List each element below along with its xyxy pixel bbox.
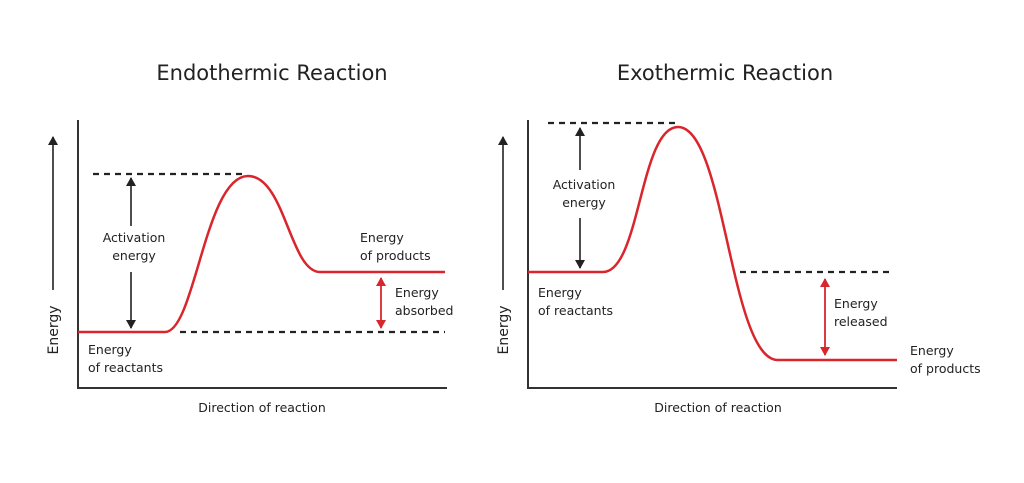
label: of products [360,248,431,263]
y-axis-label: Energy [46,305,62,354]
energy-curve [528,125,897,362]
energy-curve [78,174,445,334]
label: of reactants [88,360,163,375]
label: absorbed [395,303,453,318]
label: Activation [553,177,616,192]
endothermic-diagram: Endothermic Reaction Energy Direction of… [46,61,453,415]
label: Energy [834,296,878,311]
exothermic-diagram: Exothermic Reaction Energy Direction of … [496,61,981,415]
x-axis-label: Direction of reaction [654,400,782,415]
y-axis-label: Energy [496,305,512,354]
axes [527,120,897,389]
title: Exothermic Reaction [617,61,833,85]
label: Energy [88,342,132,357]
label: Energy [910,343,954,358]
axes [77,120,447,389]
label: Energy [538,285,582,300]
label: released [834,314,888,329]
label: Energy [360,230,404,245]
label: of products [910,361,981,376]
x-axis-label: Direction of reaction [198,400,326,415]
label: Energy [395,285,439,300]
label: of reactants [538,303,613,318]
label: Activation [103,230,166,245]
label: energy [562,195,606,210]
title: Endothermic Reaction [156,61,387,85]
label: energy [112,248,156,263]
